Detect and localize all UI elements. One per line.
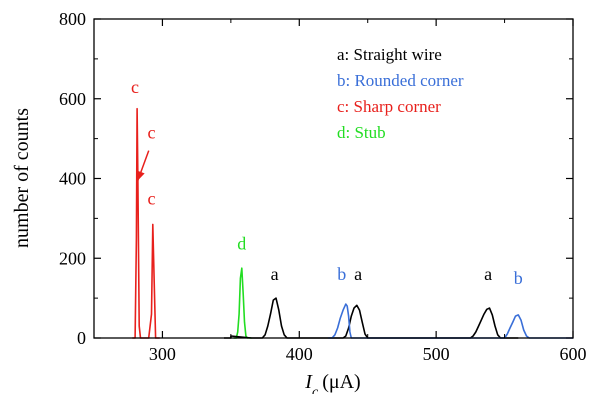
x-axis-label-unit: (μA) (322, 371, 361, 393)
peak-label-b: b (514, 268, 523, 288)
legend-entry-a: a: Straight wire (337, 45, 442, 64)
series-line-d-1 (233, 267, 252, 339)
x-tick-label: 400 (286, 344, 313, 364)
y-tick-label: 0 (77, 328, 86, 348)
x-axis-label-main: I (304, 371, 313, 393)
peak-label-c: c (147, 188, 155, 208)
y-tick-label: 200 (59, 248, 86, 268)
plot-area-frame (93, 18, 574, 339)
series-line-c-0 (132, 107, 160, 339)
y-axis-label: number of counts (11, 108, 33, 248)
peak-label-d: d (237, 233, 246, 253)
axis-ticks: 300 400 500 600 0 200 400 600 800 (59, 9, 587, 364)
legend-entry-b: b: Rounded corner (337, 71, 464, 90)
y-tick-label: 800 (59, 9, 86, 29)
peak-label-b: b (337, 264, 346, 284)
peak-label-c: c (131, 77, 139, 97)
x-tick-label: 300 (149, 344, 176, 364)
x-axis-label-sub: c (312, 385, 319, 394)
series-line-a-2 (224, 297, 519, 339)
x-axis-label: Ic (μA) (304, 371, 360, 394)
peak-label-a: a (354, 264, 362, 284)
legend-entry-c: c: Sharp corner (337, 97, 441, 116)
peak-label-a: a (484, 264, 492, 284)
series-layer (132, 107, 573, 339)
x-tick-label: 600 (560, 344, 587, 364)
annotation-arrow-head (137, 170, 145, 181)
y-tick-label: 600 (59, 89, 86, 109)
legend: a: Straight wire b: Rounded corner c: Shar… (337, 45, 464, 142)
legend-entry-d: d: Stub (337, 123, 386, 142)
x-tick-label: 500 (423, 344, 450, 364)
peak-label-c: c (147, 123, 155, 143)
y-tick-label: 400 (59, 169, 86, 189)
peak-label-a: a (271, 264, 279, 284)
